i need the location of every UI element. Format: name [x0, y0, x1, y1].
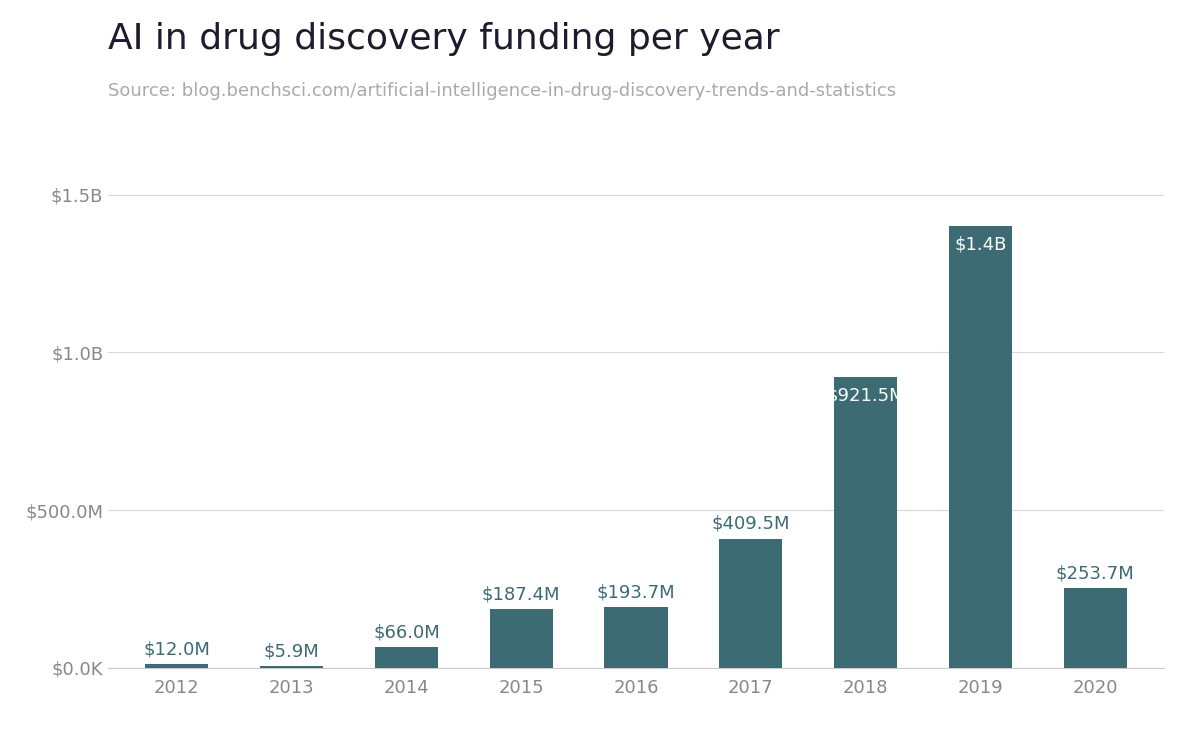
Text: $921.5M: $921.5M [827, 387, 905, 404]
Text: $409.5M: $409.5M [712, 515, 790, 533]
Bar [145, 664, 209, 668]
Bar [834, 377, 898, 668]
Text: $253.7M: $253.7M [1056, 564, 1134, 582]
Bar [490, 608, 553, 668]
Text: $193.7M: $193.7M [596, 583, 676, 601]
Bar [260, 666, 323, 668]
Bar [374, 647, 438, 668]
Text: AI in drug discovery funding per year: AI in drug discovery funding per year [108, 22, 780, 56]
Text: $1.4B: $1.4B [954, 236, 1007, 254]
Text: $5.9M: $5.9M [264, 643, 319, 660]
Text: $66.0M: $66.0M [373, 623, 440, 641]
Bar [605, 607, 667, 668]
Text: $187.4M: $187.4M [482, 585, 560, 603]
Text: $12.0M: $12.0M [144, 640, 210, 658]
Bar [1063, 588, 1127, 668]
Bar [719, 539, 782, 668]
Bar [949, 226, 1012, 668]
Text: Source: blog.benchsci.com/artificial-intelligence-in-drug-discovery-trends-and-s: Source: blog.benchsci.com/artificial-int… [108, 82, 896, 99]
